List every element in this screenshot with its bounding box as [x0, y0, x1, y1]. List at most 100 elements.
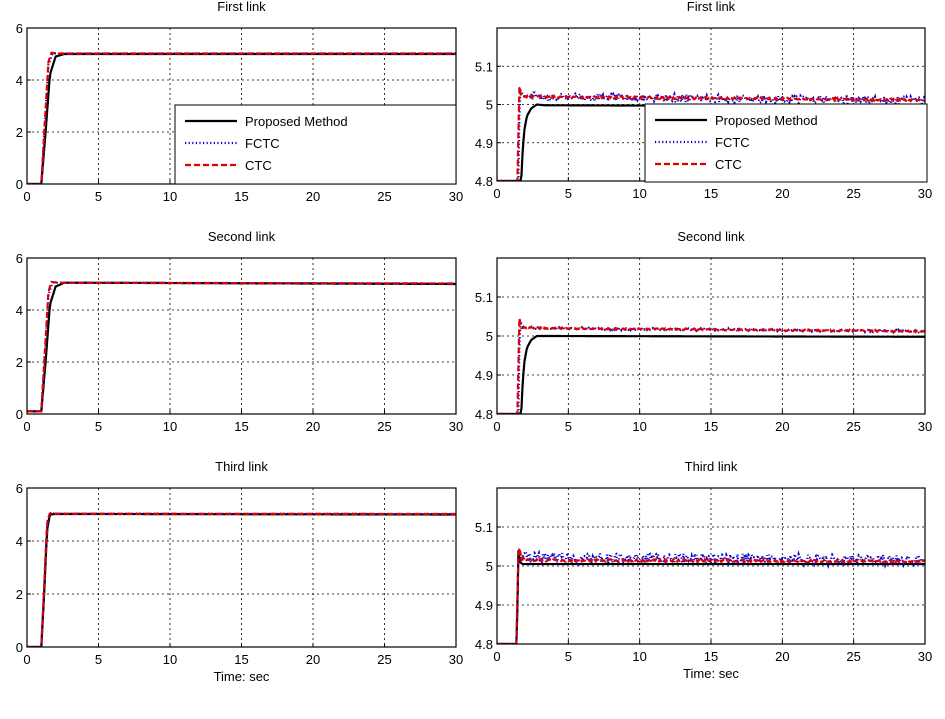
x-tick-label: 5: [95, 189, 102, 204]
series-ctc: [497, 86, 925, 181]
legend-label: FCTC: [715, 135, 750, 150]
y-tick-label: 4.9: [475, 598, 493, 613]
y-tick-label: 4.9: [475, 368, 493, 383]
x-tick-label: 30: [918, 649, 932, 664]
series-ctc: [27, 280, 456, 413]
x-tick-label: 30: [918, 419, 932, 434]
subplot-3: 0 5 10 15 20 25 30 0 2 4 6 Second link: [16, 229, 463, 434]
x-tick-label: 15: [704, 649, 718, 664]
series-proposed-method: [497, 550, 925, 644]
y-tick-label: 6: [16, 21, 23, 36]
y-tick-label: 4.9: [475, 136, 493, 151]
x-tick-label: 25: [377, 189, 391, 204]
x-tick-label: 15: [704, 419, 718, 434]
y-tick-label: 2: [16, 587, 23, 602]
y-tick-label: 0: [16, 640, 23, 655]
x-tick-label: 20: [306, 189, 320, 204]
y-tick-label: 5.1: [475, 59, 493, 74]
x-tick-label: 25: [846, 419, 860, 434]
x-tick-label: 30: [449, 652, 463, 667]
legend-box: [174, 104, 457, 185]
axes-box: [496, 487, 926, 645]
x-tick-label: 0: [493, 419, 500, 434]
x-tick-label: 10: [163, 652, 177, 667]
x-tick-label: 20: [306, 419, 320, 434]
x-tick-label: 30: [449, 189, 463, 204]
x-axis-label: Time: sec: [214, 669, 270, 684]
y-tick-label: 4.8: [475, 407, 493, 422]
x-tick-label: 15: [234, 189, 248, 204]
y-tick-label: 0: [16, 177, 23, 192]
x-tick-label: 30: [449, 419, 463, 434]
series-fctc: [27, 281, 456, 413]
series-fctc: [497, 547, 925, 644]
series-proposed-method: [497, 334, 925, 414]
x-tick-label: 20: [775, 649, 789, 664]
y-tick-label: 6: [16, 481, 23, 496]
x-tick-label: 10: [632, 186, 646, 201]
legend: Proposed Method FCTC CTC: [644, 103, 928, 183]
subplot-title: Third link: [215, 459, 268, 474]
x-tick-label: 5: [565, 649, 572, 664]
x-tick-label: 20: [775, 186, 789, 201]
y-tick-label: 6: [16, 251, 23, 266]
x-tick-label: 0: [493, 186, 500, 201]
x-tick-label: 25: [377, 419, 391, 434]
x-tick-label: 15: [234, 419, 248, 434]
series-ctc: [497, 317, 925, 414]
x-tick-label: 20: [775, 419, 789, 434]
x-tick-label: 0: [23, 652, 30, 667]
x-tick-label: 30: [918, 186, 932, 201]
legend: Proposed Method FCTC CTC: [174, 104, 457, 185]
y-tick-label: 2: [16, 125, 23, 140]
y-tick-label: 4: [16, 534, 23, 549]
y-tick-label: 4.8: [475, 637, 493, 652]
x-tick-label: 0: [23, 189, 30, 204]
x-tick-label: 5: [565, 419, 572, 434]
series-proposed-method: [27, 281, 456, 413]
x-tick-label: 20: [306, 652, 320, 667]
legend-label: CTC: [245, 158, 272, 173]
x-tick-label: 0: [23, 419, 30, 434]
x-tick-label: 15: [234, 652, 248, 667]
y-tick-label: 5: [486, 559, 493, 574]
y-tick-label: 0: [16, 407, 23, 422]
x-tick-label: 25: [377, 652, 391, 667]
y-tick-label: 4.8: [475, 174, 493, 189]
x-tick-label: 10: [632, 419, 646, 434]
x-tick-label: 10: [163, 419, 177, 434]
x-tick-label: 5: [565, 186, 572, 201]
x-tick-label: 10: [632, 649, 646, 664]
subplot-6: 0 5 10 15 20 25 30 4.8 4.9 5 5.1 Third link Time: se…: [475, 459, 932, 681]
subplot-title: First link: [217, 0, 266, 14]
subplot-title: Second link: [208, 229, 276, 244]
x-tick-label: 10: [163, 189, 177, 204]
series-ctc: [497, 547, 925, 644]
legend-label: CTC: [715, 157, 742, 172]
subplot-title: Third link: [685, 459, 738, 474]
subplot-title: Second link: [677, 229, 745, 244]
x-tick-label: 25: [846, 186, 860, 201]
y-tick-label: 4: [16, 303, 23, 318]
x-tick-label: 0: [493, 649, 500, 664]
x-tick-label: 5: [95, 652, 102, 667]
subplot-4: 0 5 10 15 20 25 30 4.8 4.9 5 5.1 Second link: [475, 229, 932, 434]
y-tick-label: 5: [486, 329, 493, 344]
x-tick-label: 5: [95, 419, 102, 434]
series-fctc: [27, 512, 456, 647]
legend-label: Proposed Method: [245, 114, 348, 129]
axes-box: [26, 257, 457, 415]
y-tick-label: 4: [16, 73, 23, 88]
y-tick-label: 5.1: [475, 290, 493, 305]
y-tick-label: 2: [16, 355, 23, 370]
legend-label: FCTC: [245, 136, 280, 151]
x-axis-label: Time: sec: [683, 666, 739, 681]
subplot-title: First link: [687, 0, 736, 14]
x-tick-label: 25: [846, 649, 860, 664]
legend-label: Proposed Method: [715, 113, 818, 128]
y-tick-label: 5: [486, 98, 493, 113]
series-ctc: [27, 51, 456, 184]
subplot-5: 0 5 10 15 20 25 30 0 2 4 6 Third link Time: sec: [16, 459, 463, 684]
x-tick-label: 15: [704, 186, 718, 201]
